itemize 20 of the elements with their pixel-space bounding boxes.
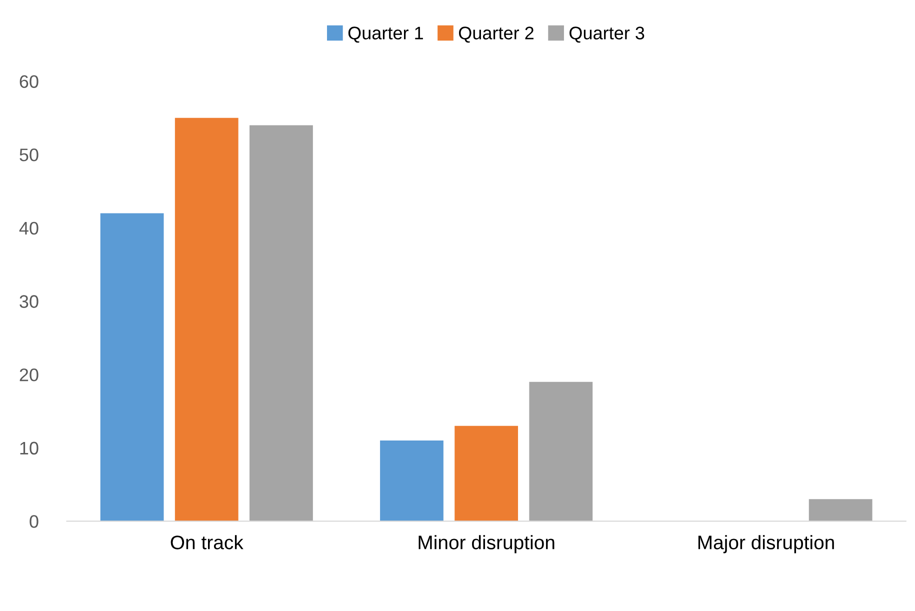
y-tick-label: 30 xyxy=(20,295,38,308)
y-tick-label: 40 xyxy=(19,222,38,235)
bar xyxy=(174,118,238,522)
bar xyxy=(250,125,313,522)
legend-label: Quarter 3 xyxy=(570,26,644,43)
y-tick-label: 60 xyxy=(20,75,38,88)
x-tick-label: On track xyxy=(170,535,244,550)
bar xyxy=(529,382,593,522)
x-tick-label: Minor disruption xyxy=(418,535,554,554)
y-tick-label: 10 xyxy=(20,442,38,455)
y-tick-label: 0 xyxy=(30,515,38,528)
bar xyxy=(454,426,518,522)
y-tick-label: 20 xyxy=(20,368,38,382)
y-tick-label: 50 xyxy=(20,148,38,162)
bar xyxy=(100,213,164,522)
bar xyxy=(808,499,872,522)
x-tick-label: Major disruption xyxy=(698,535,834,554)
legend-label: Quarter 1 xyxy=(348,26,423,43)
bar xyxy=(380,440,444,522)
legend-label: Quarter 2 xyxy=(458,26,534,43)
